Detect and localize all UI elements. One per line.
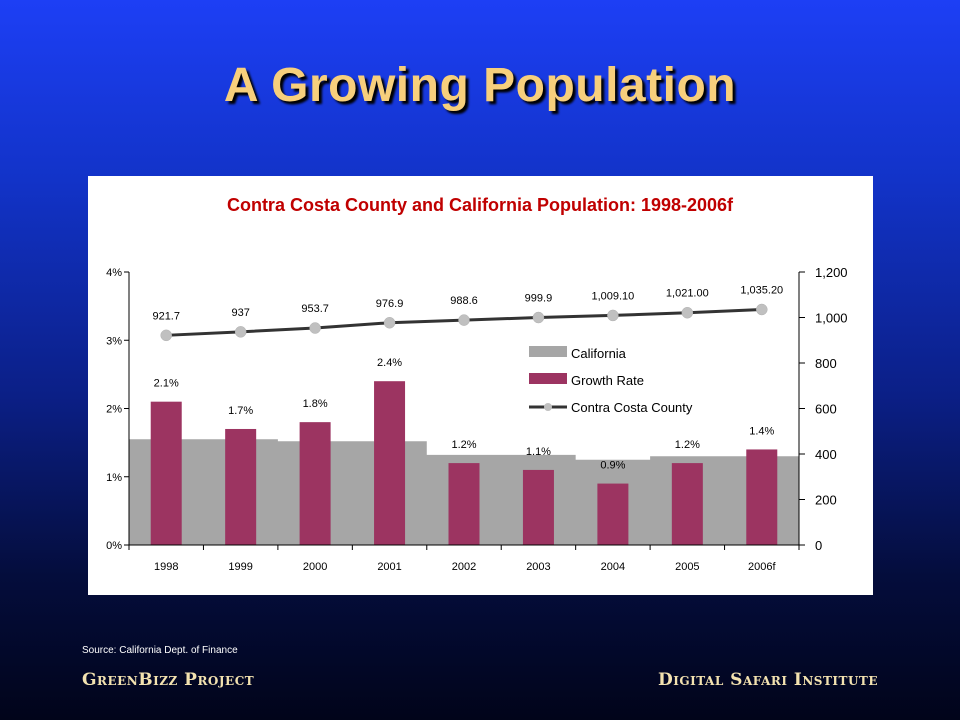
slide-title: A Growing Population <box>223 59 737 112</box>
contra-costa-point-1999 <box>234 326 247 338</box>
contra-costa-label-2001: 976.9 <box>376 298 404 310</box>
left-axis-tick-label: 4% <box>106 267 122 279</box>
right-axis-tick-label: 0 <box>815 538 822 553</box>
contra-costa-label-1999: 937 <box>231 307 249 319</box>
legend-contra-costa-label: Contra Costa County <box>571 400 693 415</box>
left-axis-tick-label: 0% <box>106 540 122 552</box>
contra-costa-point-2005 <box>681 306 694 319</box>
x-axis-tick-label: 2000 <box>303 561 327 573</box>
right-axis-tick-label: 200 <box>815 493 837 508</box>
footer-project-name: GreenBizz Project <box>82 670 255 690</box>
growth-rate-label-2006f: 1.4% <box>749 425 774 437</box>
growth-rate-bar-1998 <box>150 401 182 545</box>
contra-costa-point-2002 <box>458 314 470 326</box>
contra-costa-point-2006f <box>756 303 768 316</box>
x-axis-tick-label: 2002 <box>452 561 476 573</box>
legend-california-swatch <box>529 346 567 357</box>
contra-costa-label-2003: 999.9 <box>525 293 553 305</box>
growth-rate-bar-1999 <box>225 428 257 545</box>
x-axis-tick-label: 1998 <box>154 561 178 573</box>
growth-rate-bar-2000 <box>299 422 331 545</box>
contra-costa-label-2006f: 1,035.20 <box>740 284 783 296</box>
x-axis-tick-label: 2005 <box>675 561 699 573</box>
right-axis-tick-label: 400 <box>815 447 837 462</box>
growth-rate-label-2005: 1.2% <box>675 439 700 451</box>
growth-rate-bar-2005 <box>671 463 703 545</box>
footer-institute-name: Digital Safari Institute <box>658 670 878 690</box>
growth-rate-bar-2006f <box>746 449 778 545</box>
growth-rate-label-2000: 1.8% <box>303 398 328 410</box>
right-axis-tick-label: 1,200 <box>815 265 848 280</box>
legend-growth-rate-swatch <box>529 373 567 384</box>
growth-rate-bar-2003 <box>522 469 554 545</box>
left-axis-tick-label: 3% <box>106 335 122 347</box>
contra-costa-point-2000 <box>309 322 321 334</box>
contra-costa-label-2005: 1,021.00 <box>666 288 709 300</box>
legend-contra-costa-marker <box>544 403 552 411</box>
growth-rate-label-2003: 1.1% <box>526 446 551 458</box>
growth-rate-bar-2004 <box>597 483 629 545</box>
left-axis-tick-label: 2% <box>106 404 122 416</box>
legend-growth-rate-label: Growth Rate <box>571 373 644 388</box>
growth-rate-label-2002: 1.2% <box>451 439 476 451</box>
right-axis-tick-label: 600 <box>815 402 837 417</box>
growth-rate-label-1999: 1.7% <box>228 405 253 417</box>
growth-rate-label-1998: 2.1% <box>154 378 179 390</box>
x-axis-tick-label: 2004 <box>601 561 625 573</box>
contra-costa-point-2001 <box>383 317 396 329</box>
x-axis-tick-label: 2006f <box>748 561 776 573</box>
x-axis-tick-label: 2003 <box>526 561 550 573</box>
growth-rate-label-2001: 2.4% <box>377 357 402 369</box>
population-chart: Contra Costa County and California Popul… <box>106 195 848 573</box>
growth-rate-label-2004: 0.9% <box>600 460 625 472</box>
contra-costa-point-2004 <box>607 309 619 322</box>
contra-costa-point-1998 <box>160 329 172 342</box>
contra-costa-point-2003 <box>532 311 545 324</box>
growth-rate-bar-2001 <box>374 381 406 545</box>
contra-costa-label-2000: 953.7 <box>301 303 329 315</box>
chart-title: Contra Costa County and California Popul… <box>227 195 734 215</box>
right-axis-tick-label: 800 <box>815 356 837 371</box>
chart-panel: Contra Costa County and California Popul… <box>88 176 873 595</box>
contra-costa-label-2004: 1,009.10 <box>591 290 634 302</box>
contra-costa-label-2002: 988.6 <box>450 295 478 307</box>
legend-california-label: California <box>571 346 627 361</box>
x-axis-tick-label: 2001 <box>377 561 401 573</box>
growth-rate-bar-2002 <box>448 463 480 545</box>
contra-costa-label-1998: 921.7 <box>152 310 180 322</box>
x-axis-tick-label: 1999 <box>228 561 252 573</box>
left-axis-tick-label: 1% <box>106 472 122 484</box>
source-note: Source: California Dept. of Finance <box>82 645 238 656</box>
right-axis-tick-label: 1,000 <box>815 311 848 326</box>
